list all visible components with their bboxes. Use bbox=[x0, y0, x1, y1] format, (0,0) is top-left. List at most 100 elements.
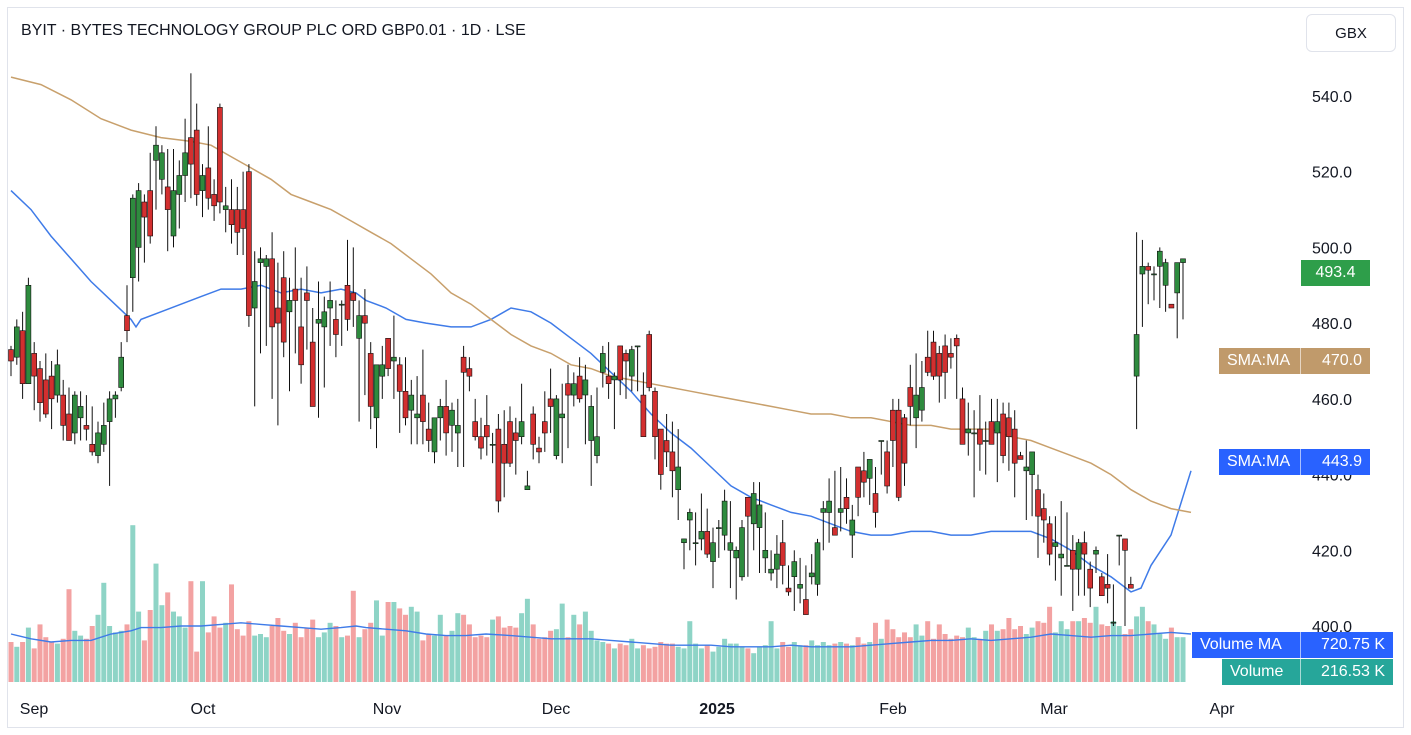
volume-bar bbox=[333, 626, 339, 682]
candle-body bbox=[605, 375, 612, 385]
candle-body bbox=[321, 311, 328, 328]
candle-body bbox=[31, 353, 38, 377]
volume-bar bbox=[745, 648, 751, 682]
candle-body bbox=[222, 205, 229, 210]
volume-bar bbox=[466, 624, 472, 682]
candle-body bbox=[541, 421, 548, 434]
candle-body bbox=[292, 288, 299, 301]
volume-bar bbox=[194, 651, 200, 682]
volume-bar bbox=[281, 630, 287, 682]
candle-body bbox=[907, 387, 914, 407]
candle-body bbox=[101, 425, 107, 445]
chart-frame bbox=[7, 7, 1404, 728]
volume-bar bbox=[635, 648, 641, 682]
volume-bar bbox=[658, 642, 664, 682]
x-tick-label: 2025 bbox=[699, 701, 735, 718]
volume-bar bbox=[217, 627, 223, 682]
candle-body bbox=[959, 398, 966, 445]
sma-fast-value: 443.9 bbox=[1321, 453, 1362, 470]
volume-bar bbox=[919, 635, 925, 682]
volume-bar bbox=[246, 621, 252, 682]
volume-bar bbox=[1116, 626, 1122, 682]
candle-body bbox=[559, 413, 566, 419]
volume-bar bbox=[1093, 606, 1099, 682]
volume-bar bbox=[263, 637, 269, 682]
volume-ma-line bbox=[10, 622, 1192, 648]
candle-body bbox=[344, 284, 351, 320]
volume-bar bbox=[107, 626, 113, 682]
candle-body bbox=[518, 421, 525, 438]
volume-bar bbox=[710, 651, 716, 682]
volume-bar bbox=[275, 618, 281, 682]
candle-body bbox=[275, 307, 281, 324]
candle-body bbox=[240, 209, 246, 229]
candle-body bbox=[66, 413, 72, 441]
candle-body bbox=[965, 428, 972, 434]
volume-bar bbox=[954, 635, 960, 682]
candle-body bbox=[733, 549, 740, 559]
volume-bar bbox=[258, 634, 263, 682]
candle-body bbox=[930, 341, 937, 377]
volume-bar bbox=[229, 584, 234, 682]
volume-bar bbox=[594, 640, 600, 682]
candle-body bbox=[83, 425, 90, 430]
candle-body bbox=[872, 493, 879, 513]
candle-body bbox=[1070, 549, 1076, 570]
candle-body bbox=[298, 326, 304, 366]
candle-body bbox=[373, 364, 380, 419]
candle-body bbox=[936, 353, 943, 377]
volume-value: 216.53 K bbox=[1320, 663, 1385, 680]
volume-bar bbox=[1029, 627, 1035, 682]
volume-bar bbox=[495, 616, 501, 682]
candle-body bbox=[803, 599, 809, 615]
candle-body bbox=[837, 508, 844, 513]
candle-body bbox=[118, 356, 124, 388]
volume-bar bbox=[200, 581, 205, 682]
volume-bar bbox=[571, 614, 577, 682]
volume-bar bbox=[542, 637, 548, 682]
candle-body bbox=[182, 152, 188, 176]
candle-body bbox=[42, 379, 49, 415]
candle-body bbox=[1006, 417, 1012, 437]
candle-body bbox=[431, 417, 438, 453]
candle-body bbox=[750, 493, 757, 525]
candle-body bbox=[217, 107, 223, 203]
volume-bar bbox=[1018, 626, 1023, 682]
candle-body bbox=[588, 406, 595, 441]
volume-bar bbox=[757, 646, 762, 682]
candle-body bbox=[1023, 466, 1030, 472]
volume-bar bbox=[385, 602, 391, 682]
candle-body bbox=[147, 190, 153, 237]
volume-bar bbox=[83, 638, 89, 682]
volume-bar bbox=[553, 629, 559, 682]
volume-bar bbox=[791, 642, 797, 682]
candle-body bbox=[971, 432, 977, 435]
candle-body bbox=[1133, 334, 1140, 377]
volume-bar bbox=[873, 622, 878, 682]
candle-body bbox=[263, 258, 270, 267]
candle-body bbox=[675, 466, 682, 491]
volume-bar bbox=[588, 630, 594, 682]
volume-bar bbox=[165, 592, 171, 682]
candle-body bbox=[159, 152, 165, 180]
sma-slow-value: 470.0 bbox=[1321, 352, 1362, 369]
chart-title: BYIT · BYTES TECHNOLOGY GROUP PLC ORD GB… bbox=[21, 22, 526, 39]
x-tick-label: Dec bbox=[542, 701, 570, 718]
volume-bar bbox=[1180, 637, 1186, 682]
candle-body bbox=[745, 496, 751, 517]
candle-body bbox=[478, 436, 484, 449]
volume-bar bbox=[931, 638, 936, 682]
volume-bar bbox=[687, 621, 693, 682]
candle-body bbox=[362, 315, 368, 324]
currency-button[interactable]: GBX bbox=[1306, 14, 1396, 52]
candle-body bbox=[414, 413, 420, 419]
candle-body bbox=[1075, 542, 1082, 570]
candle-body bbox=[234, 209, 241, 233]
candle-body bbox=[919, 387, 925, 411]
candle-body bbox=[19, 330, 26, 385]
candle-body bbox=[1157, 250, 1163, 267]
sma-fast-tag: SMA:MA 443.9 bbox=[1219, 449, 1370, 475]
sma-slow-name: SMA:MA bbox=[1219, 348, 1301, 374]
volume-bar bbox=[884, 619, 890, 682]
